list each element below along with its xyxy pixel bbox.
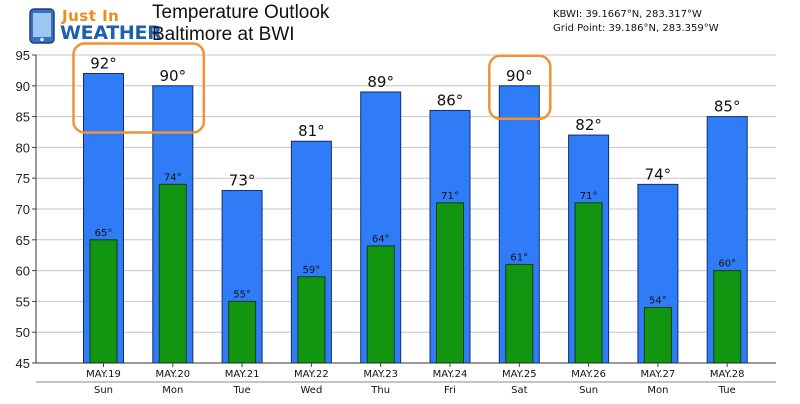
low-temp-label: 54° [649, 296, 667, 307]
highlight-box [72, 42, 206, 134]
phone-icon [29, 8, 55, 44]
x-day-label: Sat [511, 385, 527, 396]
x-date-label: MAY.25 [502, 369, 537, 380]
high-temp-label: 89° [367, 73, 394, 91]
low-temp-bar [297, 276, 326, 364]
high-temp-label: 90° [506, 67, 533, 85]
high-temp-label: 85° [714, 98, 741, 116]
station-info: KBWI: 39.1667°N, 283.317°W Grid Point: 3… [553, 8, 719, 36]
logo: Just In WEATHER [28, 6, 162, 46]
station-coordinates: KBWI: 39.1667°N, 283.317°W [553, 9, 702, 20]
low-temp-label: 65° [95, 228, 113, 239]
low-temp-label: 55° [233, 289, 251, 300]
high-temp-label: 92° [90, 54, 117, 72]
logo-text-bottom: WEATHER [60, 22, 162, 44]
y-tick-label: 70 [16, 202, 30, 217]
x-day-label: Mon [162, 385, 183, 396]
x-date-label: MAY.24 [433, 369, 468, 380]
chart-title-block: Temperature Outlook Baltimore at BWI [152, 2, 329, 46]
x-day-label: Wed [300, 385, 322, 396]
low-temp-bar [713, 270, 742, 364]
logo-text-top: Just In [62, 7, 120, 25]
x-date-label: MAY.20 [155, 369, 190, 380]
low-temp-bar [574, 202, 603, 364]
x-date-label: MAY.19 [86, 369, 121, 380]
low-temp-label: 61° [510, 252, 528, 263]
low-temp-bar [228, 300, 257, 364]
high-temp-label: 73° [229, 172, 256, 190]
x-day-label: Mon [647, 385, 668, 396]
low-temp-bar [366, 245, 395, 364]
x-date-label: MAY.22 [294, 369, 329, 380]
chart-subtitle: Baltimore at BWI [152, 24, 295, 45]
highlight-box [488, 54, 552, 121]
y-tick-label: 90 [16, 79, 30, 94]
y-tick-label: 80 [16, 140, 30, 155]
x-day-label: Tue [718, 385, 736, 396]
low-temp-bar [505, 263, 534, 364]
x-day-label: Tue [233, 385, 251, 396]
y-tick-label: 45 [16, 356, 30, 371]
y-tick-label: 55 [16, 294, 30, 309]
x-day-label: Thu [370, 385, 390, 396]
low-temp-bar [643, 307, 672, 364]
y-tick-label: 75 [16, 171, 30, 186]
grid-point-coordinates: Grid Point: 39.186°N, 283.359°W [553, 23, 719, 34]
low-temp-bar [89, 239, 118, 364]
y-tick-label: 85 [16, 110, 30, 125]
high-temp-label: 74° [645, 165, 672, 183]
y-tick-label: 60 [16, 264, 30, 279]
low-temp-label: 64° [372, 234, 390, 245]
low-temp-bar [436, 202, 464, 364]
x-day-label: Sun [579, 385, 598, 396]
x-date-label: MAY.23 [363, 369, 398, 380]
low-temp-bar [158, 183, 187, 364]
y-tick-label: 95 [16, 48, 30, 63]
x-date-label: MAY.28 [710, 369, 745, 380]
x-date-label: MAY.27 [641, 369, 676, 380]
x-date-label: MAY.21 [225, 369, 260, 380]
low-temp-label: 71° [580, 191, 598, 202]
high-temp-label: 90° [160, 67, 187, 85]
x-date-label: MAY.26 [571, 369, 606, 380]
high-temp-label: 81° [298, 122, 325, 140]
chart-title: Temperature Outlook [152, 2, 330, 23]
x-day-label: Sun [94, 385, 113, 396]
x-day-label: Fri [444, 385, 456, 396]
high-temp-label: 82° [575, 116, 602, 134]
low-temp-label: 60° [718, 259, 736, 270]
y-tick-label: 50 [16, 325, 30, 340]
high-temp-label: 86° [437, 91, 464, 109]
low-temp-label: 74° [164, 172, 182, 183]
low-temp-label: 59° [303, 265, 321, 276]
low-temp-label: 71° [441, 191, 459, 202]
y-tick-label: 65 [16, 233, 30, 248]
